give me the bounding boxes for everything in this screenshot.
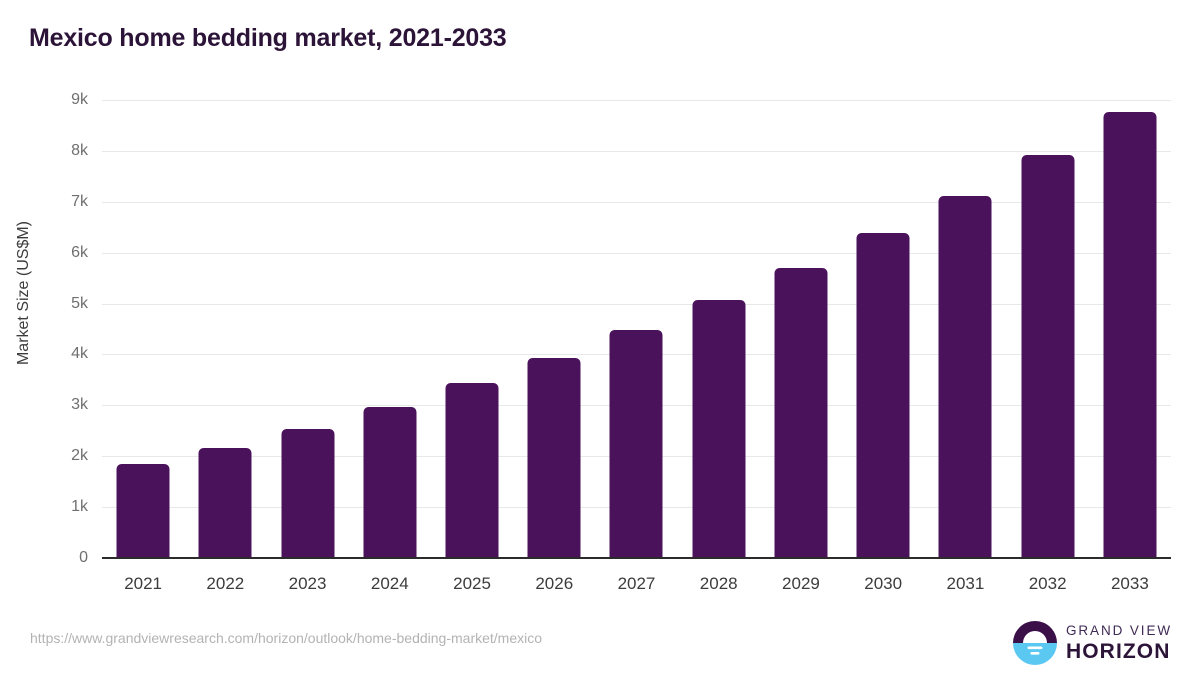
x-tick-slot: 2021: [102, 560, 184, 600]
x-axis-tick-label: 2029: [782, 574, 820, 593]
brand-logo: GRAND VIEW HORIZON: [1012, 620, 1172, 666]
bar-slot: [924, 100, 1006, 558]
x-tick-slot: 2029: [760, 560, 842, 600]
x-tick-slot: 2028: [678, 560, 760, 600]
x-tick-slot: 2027: [595, 560, 677, 600]
x-axis-tick-label: 2031: [946, 574, 985, 593]
x-axis-tick-label: 2027: [617, 574, 656, 593]
gridline: [102, 303, 1171, 305]
x-axis-tick-label: 2026: [535, 574, 574, 593]
y-axis-tick-label: 5k: [71, 294, 88, 312]
bar-2025[interactable]: [445, 383, 499, 558]
y-axis-tick-label: 2k: [71, 447, 88, 465]
bar-slot: [266, 100, 348, 558]
grand-view-horizon-logo-mark: [1012, 621, 1057, 665]
bar-slot: [760, 100, 842, 558]
bar-slot: [349, 100, 431, 558]
bar-slot: [513, 100, 595, 558]
x-tick-slot: 2025: [431, 560, 513, 600]
x-axis-tick-label: 2028: [699, 574, 738, 593]
gridline: [102, 252, 1171, 254]
plot-area: [102, 100, 1171, 559]
y-axis-tick-label: 6k: [71, 243, 88, 261]
y-axis-tick-label: 1k: [71, 498, 88, 516]
gridline: [102, 201, 1171, 203]
x-axis-tick-label: 2025: [453, 574, 491, 593]
x-tick-slot: 2022: [184, 560, 266, 600]
y-axis-tick-label: 8k: [71, 141, 88, 159]
y-axis-tick-label: 7k: [71, 192, 88, 210]
bar-2022[interactable]: [198, 447, 252, 558]
source-url[interactable]: https://www.grandviewresearch.com/horizo…: [30, 630, 543, 646]
bar-2029[interactable]: [774, 267, 828, 558]
x-tick-slot: 2033: [1089, 560, 1171, 600]
bar-2028[interactable]: [692, 300, 746, 558]
x-axis-tick-label: 2032: [1028, 574, 1067, 593]
logo-text: GRAND VIEW HORIZON: [1066, 624, 1172, 663]
x-tick-slot: 2026: [513, 560, 595, 600]
y-axis-tick-label: 4k: [71, 345, 88, 363]
y-axis-tick-label: 0: [79, 549, 88, 566]
gridline: [102, 100, 1171, 101]
bar-2031[interactable]: [938, 195, 992, 558]
bar-slot: [184, 100, 266, 558]
bar-2023[interactable]: [281, 428, 335, 558]
bar-slot: [431, 100, 513, 558]
bar-2032[interactable]: [1021, 155, 1075, 558]
logo-text-line2: HORIZON: [1065, 640, 1171, 664]
bar-slot: [678, 100, 760, 558]
logo-text-line1: GRAND VIEW: [1065, 622, 1172, 638]
gridline: [102, 150, 1171, 152]
x-axis-tick-label: 2024: [370, 574, 409, 593]
bar-2026[interactable]: [527, 357, 581, 558]
x-tick-slot: 2023: [266, 560, 348, 600]
bar-2033[interactable]: [1103, 111, 1157, 558]
x-tick-slot: 2031: [924, 560, 1006, 600]
bar-slot: [595, 100, 677, 558]
x-axis-tick-label: 2022: [206, 574, 245, 593]
x-axis-tick-label: 2033: [1110, 574, 1149, 593]
bar-slot: [1007, 100, 1089, 558]
x-tick-slot: 2030: [842, 560, 924, 600]
x-axis-tick-label: 2021: [124, 574, 163, 593]
bar-slot: [1089, 100, 1171, 558]
bar-2021[interactable]: [116, 463, 170, 558]
x-axis-tick-label: 2023: [288, 574, 327, 593]
bar-2024[interactable]: [363, 406, 417, 558]
bar-2027[interactable]: [609, 330, 663, 558]
y-axis-tick-label: 9k: [71, 91, 88, 108]
page-title: Mexico home bedding market, 2021-2033: [29, 24, 507, 52]
x-tick-slot: 2024: [349, 560, 431, 600]
y-axis-tick-label: 3k: [71, 396, 88, 414]
x-tick-slot: 2032: [1007, 560, 1089, 600]
bar-slot: [102, 100, 184, 558]
bar-slot: [842, 100, 924, 558]
x-axis-line: [102, 557, 1171, 559]
x-axis-tick-label: 2030: [864, 574, 903, 593]
bar-2030[interactable]: [856, 232, 910, 558]
x-axis-tick-labels: 2021 2022 2023 2024 2025 2026 2027 2028 2029 2030…: [102, 560, 1171, 600]
